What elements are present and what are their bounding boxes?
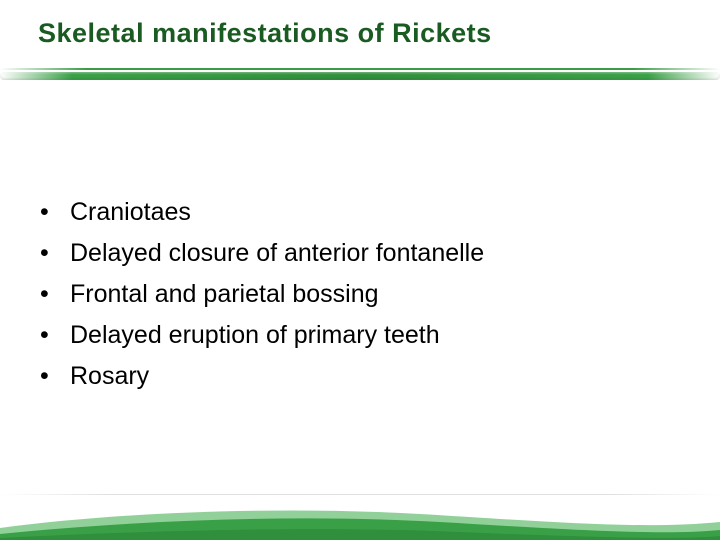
footer-swoosh-icon — [0, 500, 720, 540]
slide: Skeletal manifestations of Rickets • Cran… — [0, 0, 720, 540]
list-item-text: Delayed eruption of primary teeth — [70, 321, 440, 349]
bullet-list: • Craniotaes • Delayed closure of anterior … — [40, 195, 680, 394]
list-item: • Frontal and parietal bossing — [40, 277, 680, 312]
bullet-glyph: • — [40, 318, 49, 353]
bullet-glyph: • — [40, 359, 49, 394]
content-area: • Craniotaes • Delayed closure of anterior … — [40, 195, 680, 400]
list-item: • Rosary — [40, 359, 680, 394]
list-item-text: Delayed closure of anterior fontanelle — [70, 239, 484, 267]
bullet-glyph: • — [40, 195, 49, 230]
bullet-glyph: • — [40, 277, 49, 312]
list-item: • Craniotaes — [40, 195, 680, 230]
footer-decoration — [0, 494, 720, 540]
list-item: • Delayed closure of anterior fontanelle — [40, 236, 680, 271]
divider-thick-bar — [0, 72, 720, 80]
divider-thin-line — [0, 68, 720, 70]
list-item-text: Rosary — [70, 362, 149, 390]
title-divider — [0, 68, 720, 86]
list-item: • Delayed eruption of primary teeth — [40, 318, 680, 353]
bullet-glyph: • — [40, 236, 49, 271]
footer-hairline — [0, 494, 720, 495]
slide-title: Skeletal manifestations of Rickets — [38, 18, 492, 49]
list-item-text: Frontal and parietal bossing — [70, 280, 379, 308]
list-item-text: Craniotaes — [70, 198, 191, 226]
